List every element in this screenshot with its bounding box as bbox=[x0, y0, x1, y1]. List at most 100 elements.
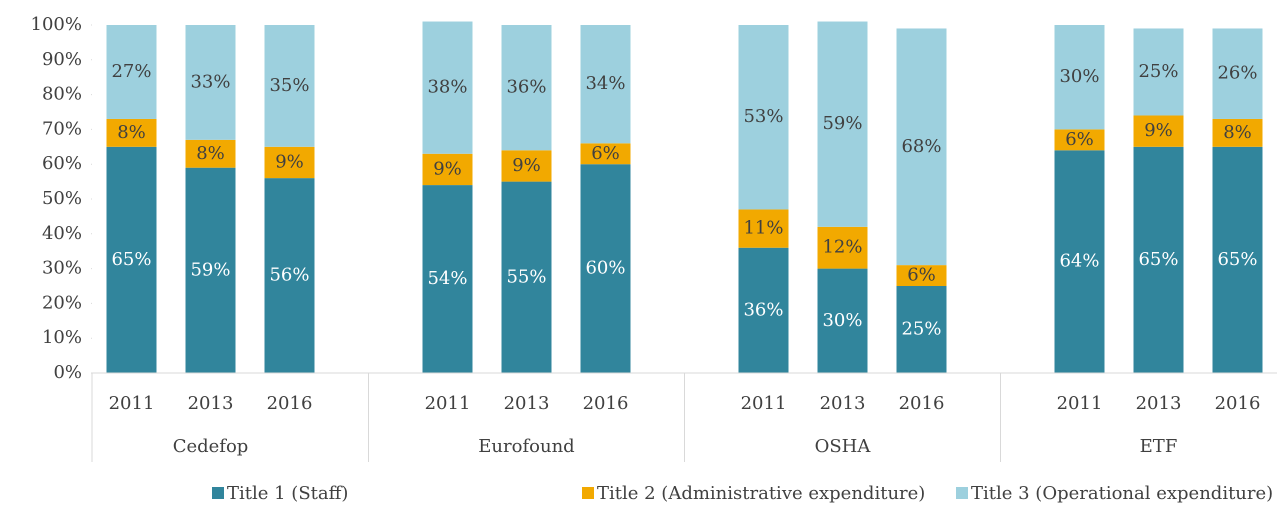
bar-segment bbox=[422, 153, 473, 186]
bar-segment bbox=[738, 247, 789, 373]
bar-segment bbox=[106, 118, 157, 147]
bar-segment bbox=[1133, 146, 1184, 373]
data-label: 65% bbox=[111, 249, 151, 270]
bar-segment bbox=[1212, 118, 1263, 147]
data-label: 68% bbox=[901, 136, 941, 157]
bar-segment bbox=[185, 139, 236, 168]
y-tick-label: 90% bbox=[42, 49, 82, 70]
data-label: 38% bbox=[427, 77, 467, 98]
bar-segment bbox=[896, 286, 947, 373]
bar-segment bbox=[1133, 28, 1184, 116]
bar-segment bbox=[422, 185, 473, 373]
y-tick-label: 20% bbox=[42, 292, 82, 313]
y-tick-label: 50% bbox=[42, 188, 82, 209]
bar-segment bbox=[106, 146, 157, 373]
data-label: 60% bbox=[585, 258, 625, 279]
data-label: 36% bbox=[506, 77, 546, 98]
bar-segment bbox=[817, 21, 868, 227]
y-tick-label: 80% bbox=[42, 84, 82, 105]
data-label: 9% bbox=[275, 151, 304, 172]
bar-segment bbox=[1212, 28, 1263, 119]
bar-segment bbox=[580, 143, 631, 165]
bar-segment bbox=[580, 164, 631, 373]
data-label: 65% bbox=[1217, 249, 1257, 270]
bar-segment bbox=[501, 181, 552, 373]
x-tick-label: 2016 bbox=[583, 393, 629, 414]
legend-label: Title 3 (Operational expenditure) bbox=[971, 483, 1273, 504]
data-label: 8% bbox=[196, 143, 225, 164]
bar-segment bbox=[580, 25, 631, 144]
bar-segment bbox=[106, 25, 157, 119]
bar-segment bbox=[817, 226, 868, 269]
data-label: 26% bbox=[1217, 63, 1257, 84]
x-tick-label: 2016 bbox=[1215, 393, 1261, 414]
data-label: 56% bbox=[269, 265, 309, 286]
x-tick-label: 2011 bbox=[425, 393, 471, 414]
data-label: 35% bbox=[269, 75, 309, 96]
data-label: 8% bbox=[117, 122, 146, 143]
data-label: 6% bbox=[1065, 129, 1094, 150]
bar-segment bbox=[1212, 146, 1263, 373]
bar-segment bbox=[896, 265, 947, 286]
data-label: 6% bbox=[907, 265, 936, 286]
y-tick-label: 10% bbox=[42, 327, 82, 348]
bar-segment bbox=[185, 167, 236, 373]
bar-segment bbox=[422, 21, 473, 154]
legend-label: Title 2 (Administrative expenditure) bbox=[597, 483, 925, 504]
data-label: 55% bbox=[506, 266, 546, 287]
bar-segment bbox=[1133, 115, 1184, 147]
data-label: 27% bbox=[111, 61, 151, 82]
bar-segment bbox=[501, 25, 552, 151]
x-tick-label: 2013 bbox=[504, 393, 550, 414]
bar-segment bbox=[501, 150, 552, 182]
y-tick-label: 70% bbox=[42, 118, 82, 139]
data-label: 9% bbox=[433, 158, 462, 179]
group-label: Cedefop bbox=[173, 436, 249, 457]
bar-segment bbox=[1054, 150, 1105, 373]
data-label: 64% bbox=[1059, 251, 1099, 272]
data-label: 36% bbox=[743, 299, 783, 320]
y-tick-label: 60% bbox=[42, 153, 82, 174]
y-tick-label: 0% bbox=[53, 362, 82, 383]
bar-segment bbox=[817, 268, 868, 373]
data-label: 33% bbox=[190, 71, 230, 92]
y-tick-label: 30% bbox=[42, 258, 82, 279]
bar-segment bbox=[738, 25, 789, 210]
group-label: OSHA bbox=[815, 436, 872, 457]
bar-segment bbox=[264, 178, 315, 373]
data-label: 6% bbox=[591, 143, 620, 164]
data-label: 30% bbox=[822, 310, 862, 331]
data-label: 12% bbox=[822, 237, 862, 258]
data-label: 59% bbox=[190, 259, 230, 280]
data-label: 53% bbox=[743, 106, 783, 127]
bar-segment bbox=[1054, 25, 1105, 130]
x-tick-label: 2016 bbox=[899, 393, 945, 414]
bar-segment bbox=[264, 146, 315, 179]
data-label: 59% bbox=[822, 113, 862, 134]
data-label: 9% bbox=[1144, 120, 1173, 141]
legend-swatch bbox=[212, 487, 224, 499]
bar-segment bbox=[738, 209, 789, 248]
data-label: 30% bbox=[1059, 66, 1099, 87]
x-tick-label: 2013 bbox=[820, 393, 866, 414]
group-label: ETF bbox=[1140, 436, 1178, 457]
y-tick-label: 40% bbox=[42, 223, 82, 244]
x-tick-label: 2013 bbox=[1136, 393, 1182, 414]
bar-segment bbox=[185, 25, 236, 140]
data-label: 9% bbox=[512, 155, 541, 176]
legend-swatch bbox=[956, 487, 968, 499]
data-label: 8% bbox=[1223, 122, 1252, 143]
data-label: 54% bbox=[427, 268, 467, 289]
bar-segment bbox=[264, 25, 315, 147]
x-tick-label: 2011 bbox=[741, 393, 787, 414]
data-label: 25% bbox=[1138, 61, 1178, 82]
data-label: 34% bbox=[585, 73, 625, 94]
data-label: 65% bbox=[1138, 249, 1178, 270]
x-tick-label: 2011 bbox=[1057, 393, 1103, 414]
group-label: Eurofound bbox=[478, 436, 574, 457]
legend-swatch bbox=[582, 487, 594, 499]
legend-label: Title 1 (Staff) bbox=[227, 483, 348, 504]
x-tick-label: 2013 bbox=[188, 393, 234, 414]
data-label: 25% bbox=[901, 319, 941, 340]
